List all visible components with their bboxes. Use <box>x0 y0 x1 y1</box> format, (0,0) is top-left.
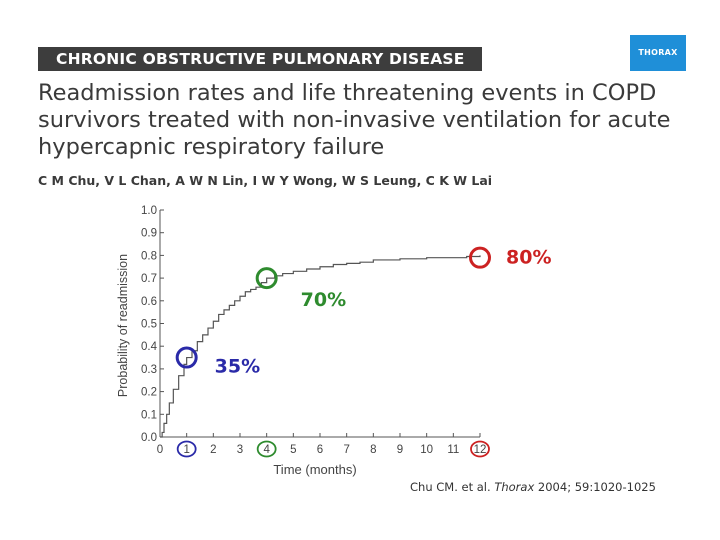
citation: Chu CM. et al. Thorax 2004; 59:1020-1025 <box>410 480 656 494</box>
y-tick-label: 0.3 <box>141 364 157 376</box>
x-tick-label: 11 <box>447 444 459 456</box>
annotation-label: 80% <box>506 247 551 269</box>
tick-highlight-circle <box>256 440 277 458</box>
x-tick-label: 4 <box>263 444 270 456</box>
x-tick-label: 3 <box>237 444 243 456</box>
x-axis-label: Time (months) <box>273 462 356 477</box>
highlight-circle <box>175 346 198 369</box>
y-tick-label: 0.5 <box>141 319 157 331</box>
x-tick-label: 0 <box>157 444 163 456</box>
citation-suffix: 2004; 59:1020-1025 <box>534 480 656 494</box>
highlight-circle <box>469 246 491 269</box>
x-tick-label: 9 <box>397 444 403 456</box>
y-tick-label: 0.4 <box>141 341 158 353</box>
authors: C M Chu, V L Chan, A W N Lin, I W Y Wong… <box>38 173 493 188</box>
title-line-2: survivors treated with non-invasive vent… <box>38 107 671 133</box>
y-tick-label: 0.8 <box>141 250 157 262</box>
highlight-circle <box>255 267 278 290</box>
x-tick-label: 1 <box>183 444 189 456</box>
x-ticks: 0 1 2 3 4 5 6 7 8 9 10 11 12 <box>157 433 487 456</box>
y-tick-label: 0.7 <box>141 273 157 285</box>
y-tick-label: 0.2 <box>141 387 157 399</box>
x-tick-label: 7 <box>343 444 349 456</box>
y-tick-label: 1.0 <box>141 205 157 217</box>
readmission-curve <box>160 255 481 438</box>
y-tick-label: 0.9 <box>141 228 157 240</box>
article-title: Readmission rates and life threatening e… <box>38 80 678 161</box>
tick-highlight-circle <box>470 440 490 458</box>
x-tick-label: 5 <box>290 444 296 456</box>
thorax-logo: THORAX <box>630 35 686 71</box>
x-tick-label: 6 <box>317 444 323 456</box>
annotation-label: 70% <box>301 289 346 311</box>
x-tick-label: 12 <box>474 444 487 456</box>
x-tick-label: 10 <box>420 444 433 456</box>
citation-journal: Thorax <box>494 480 535 494</box>
section-banner: CHRONIC OBSTRUCTIVE PULMONARY DISEASE <box>38 47 482 71</box>
y-axis-label: Probability of readmission <box>116 254 130 397</box>
x-tick-label: 2 <box>210 444 216 456</box>
annotations: 35% 70% 80% <box>175 246 551 458</box>
y-tick-label: 0.0 <box>141 432 157 444</box>
title-line-3: hypercapnic respiratory failure <box>38 134 385 160</box>
y-tick-label: 0.6 <box>141 296 157 308</box>
citation-prefix: Chu CM. et al. <box>410 480 495 494</box>
tick-highlight-circle <box>176 440 197 458</box>
y-ticks: 0.0 0.1 0.2 0.3 0.4 0.5 0.6 0.7 0.8 0.9 1.0 <box>141 205 164 444</box>
title-line-1: Readmission rates and life threatening e… <box>38 80 657 106</box>
annotation-label: 35% <box>215 356 260 378</box>
y-tick-label: 0.1 <box>141 409 157 421</box>
x-tick-label: 8 <box>370 444 376 456</box>
